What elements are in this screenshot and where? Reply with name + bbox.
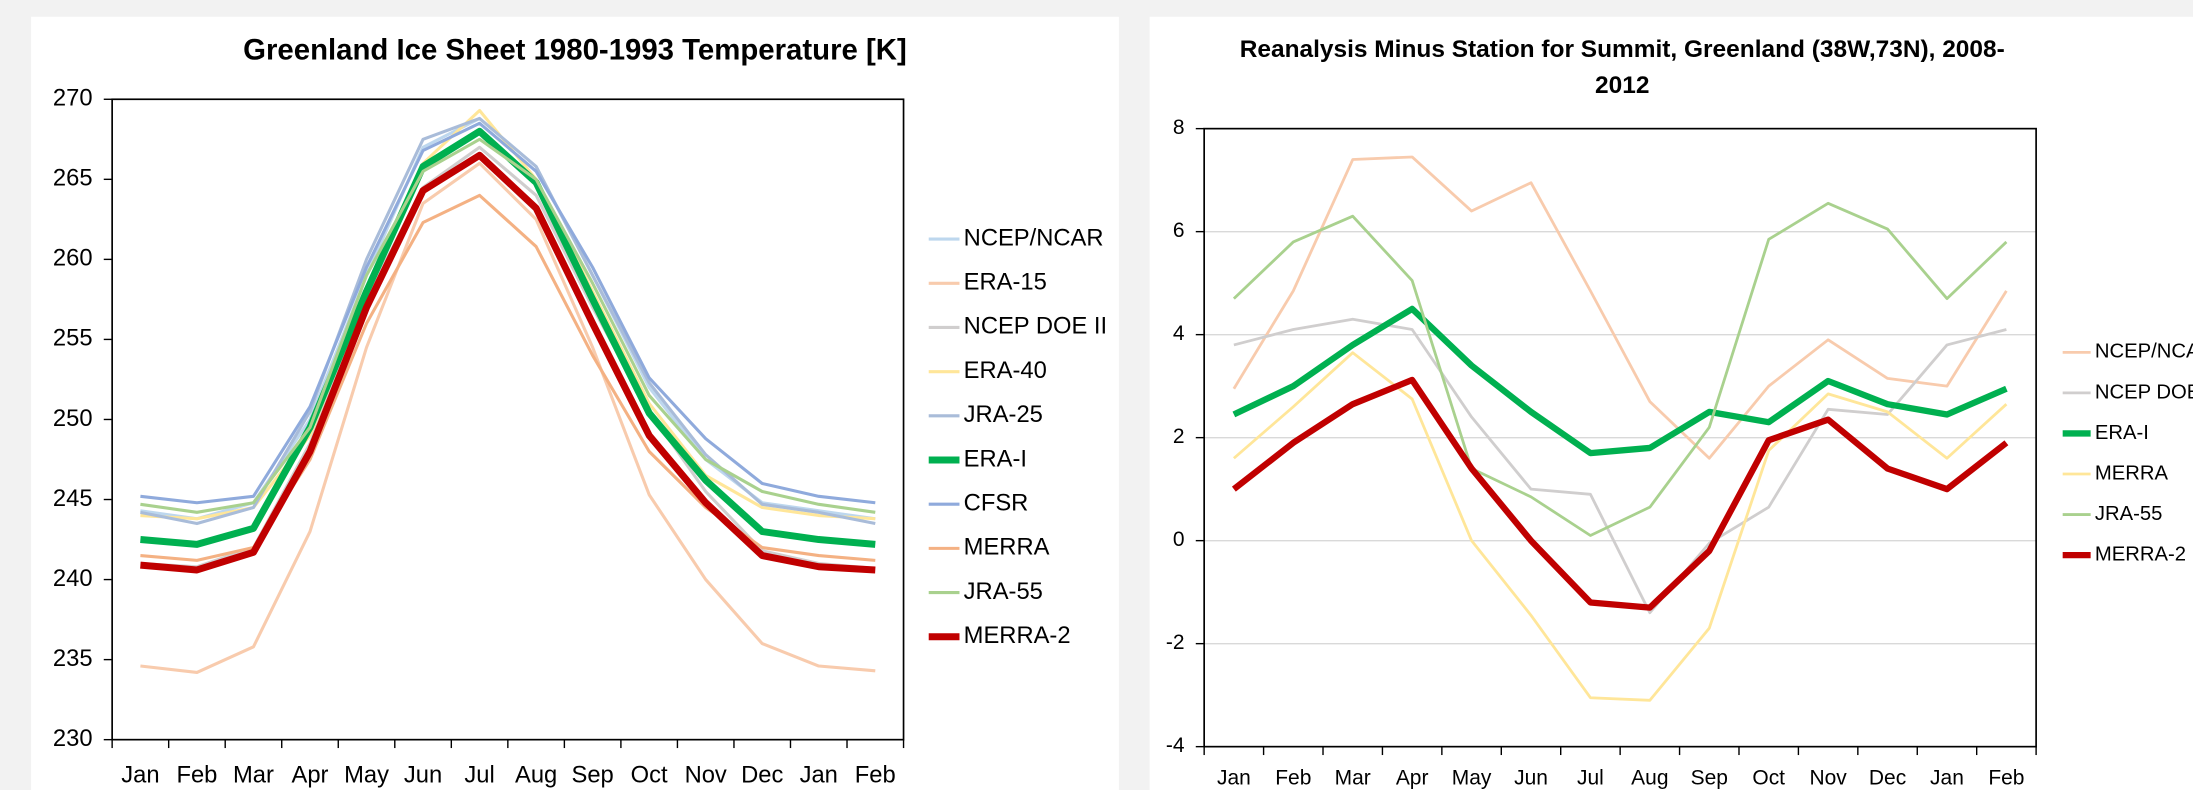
y-tick-label: 0 [1173, 528, 1185, 551]
x-tick-label: Mar [233, 761, 274, 788]
x-tick-label: Jan [1930, 766, 1964, 789]
y-tick-label: 230 [53, 725, 93, 752]
legend-label: NCEP/NCAR [2095, 341, 2193, 363]
x-tick-label: Feb [855, 761, 896, 788]
y-tick-label: -2 [1166, 631, 1185, 654]
legend-label: NCEP DOE II [964, 313, 1107, 340]
x-tick-label: Sep [1691, 766, 1728, 789]
x-tick-label: Oct [631, 761, 668, 788]
legend-label: CFSR [964, 489, 1029, 516]
y-tick-label: 260 [53, 245, 93, 272]
y-tick-label: 240 [53, 565, 93, 592]
x-tick-label: Sep [572, 761, 614, 788]
legend-label: NCEP DOE II [2095, 381, 2193, 403]
legend-label: MERRA [964, 534, 1050, 561]
y-tick-label: 270 [53, 85, 93, 112]
x-tick-label: Dec [1869, 766, 1906, 789]
x-tick-label: Apr [1396, 766, 1429, 789]
x-tick-label: Jan [1217, 766, 1251, 789]
x-tick-label: Apr [292, 761, 329, 788]
series-line [140, 137, 876, 514]
y-tick-label: 250 [53, 405, 93, 432]
legend-label: ERA-I [964, 445, 1027, 472]
x-tick-label: Aug [1631, 766, 1668, 789]
series-line [140, 151, 876, 574]
x-tick-label: Nov [685, 761, 727, 788]
chart-title: Reanalysis Minus Station for Summit, Gre… [1240, 36, 2005, 63]
legend-label: ERA-I [2095, 422, 2149, 444]
legend-label: MERRA [2095, 462, 2169, 484]
x-tick-label: Mar [1335, 766, 1371, 789]
series-line [1233, 317, 2007, 615]
chart-title: 2012 [1595, 72, 1649, 99]
chart-card [1149, 16, 2193, 790]
legend-label: JRA-25 [964, 401, 1043, 428]
chart-title: Greenland Ice Sheet 1980-1993 Temperatur… [243, 33, 907, 66]
y-tick-label: 255 [53, 325, 93, 352]
series-line [1232, 201, 2008, 537]
x-tick-label: Jun [404, 761, 442, 788]
x-tick-label: Jul [464, 761, 494, 788]
x-tick-label: Aug [515, 761, 557, 788]
series-line [1232, 155, 2008, 460]
x-tick-label: Feb [176, 761, 217, 788]
x-tick-label: Jan [800, 761, 838, 788]
x-tick-label: Feb [1275, 766, 1311, 789]
plot-frame [1203, 127, 2037, 748]
x-tick-label: Feb [1988, 766, 2024, 789]
x-tick-label: Nov [1809, 766, 1847, 789]
series-line [140, 108, 876, 521]
x-tick-label: May [1452, 766, 1492, 789]
y-tick-label: 8 [1173, 116, 1185, 139]
legend-label: JRA-55 [964, 578, 1043, 605]
series-line [1232, 351, 2008, 702]
legend-label: ERA-40 [964, 357, 1047, 384]
y-tick-label: 4 [1173, 322, 1185, 345]
x-tick-label: Oct [1752, 766, 1785, 789]
x-tick-label: Dec [741, 761, 783, 788]
chart-card [31, 16, 1119, 790]
series-line [140, 161, 876, 674]
x-tick-label: Jun [1514, 766, 1548, 789]
y-tick-label: 2 [1173, 425, 1185, 448]
plot-frame [111, 98, 905, 741]
series-line [140, 127, 876, 548]
x-tick-label: May [344, 761, 389, 788]
y-tick-label: 235 [53, 645, 93, 672]
y-tick-label: 6 [1173, 219, 1185, 242]
series-line [140, 121, 876, 505]
x-tick-label: Jan [121, 761, 159, 788]
series-line [1232, 305, 2008, 457]
y-tick-label: 265 [53, 165, 93, 192]
legend-label: MERRA-2 [964, 622, 1071, 649]
legend-label: ERA-15 [964, 269, 1047, 296]
legend-label: MERRA-2 [2095, 543, 2186, 565]
legend-label: NCEP/NCAR [964, 224, 1104, 251]
y-tick-label: -4 [1166, 734, 1185, 757]
y-tick-label: 245 [53, 485, 93, 512]
x-tick-label: Jul [1577, 766, 1604, 789]
legend-label: JRA-55 [2095, 503, 2163, 525]
series-line [1231, 376, 2009, 611]
